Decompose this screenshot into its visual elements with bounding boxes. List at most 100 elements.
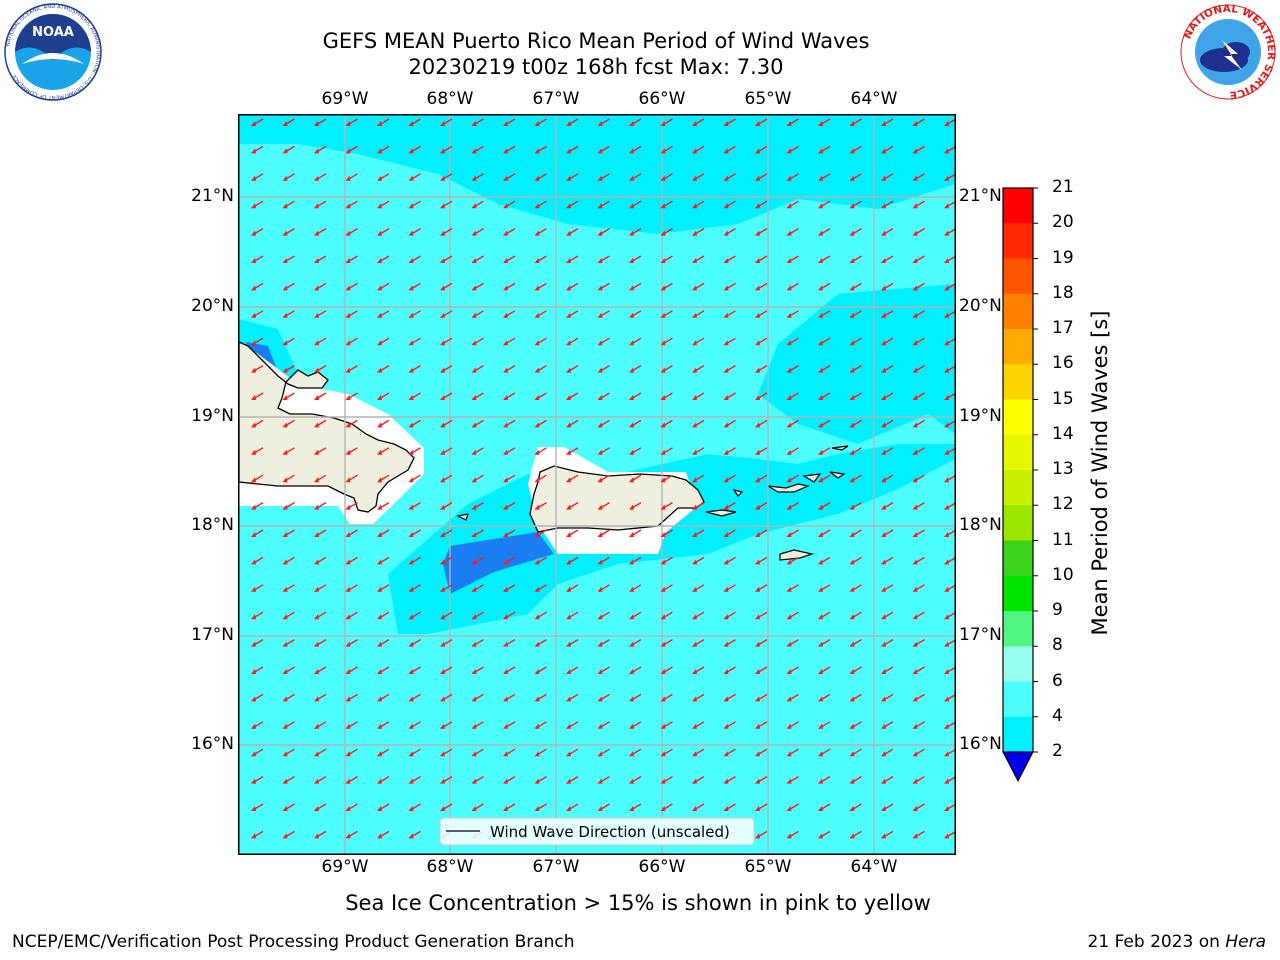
- wind-arrow-head: [723, 504, 729, 510]
- wind-arrow-head: [629, 422, 634, 428]
- colorbar-tick-label: 8: [1052, 635, 1063, 656]
- wind-arrow-head: [629, 559, 634, 565]
- wind-arrow-head: [723, 258, 729, 263]
- wind-arrow-head: [566, 285, 571, 291]
- wind-arrow-head: [818, 641, 823, 647]
- wind-arrow-head: [597, 258, 603, 263]
- wind-arrow-head: [282, 148, 288, 154]
- wind-arrow-head: [377, 285, 382, 291]
- wind-arrow-head: [881, 806, 886, 811]
- wind-arrow-head: [314, 258, 319, 263]
- wind-arrow-head: [534, 367, 540, 373]
- wind-arrow-head: [944, 751, 949, 757]
- wind-arrow-head: [471, 312, 477, 318]
- anguilla-island: [831, 445, 849, 451]
- wind-arrow-head: [660, 696, 666, 702]
- wind-arrow-head: [566, 148, 571, 154]
- colorbar-tick-label: 14: [1052, 423, 1074, 444]
- wind-arrow-head: [786, 806, 792, 811]
- wind-arrow-head: [377, 723, 382, 729]
- wind-arrow-head: [534, 532, 540, 537]
- lon-label-top: 69°W: [321, 89, 369, 109]
- wind-arrow-head: [692, 723, 697, 729]
- wind-arrow-head: [408, 723, 414, 729]
- wind-arrow-head: [251, 422, 256, 428]
- wind-arrow-head: [660, 285, 666, 291]
- wind-arrow-head: [692, 751, 697, 757]
- lon-label-top: 64°W: [850, 89, 898, 109]
- wind-arrow-head: [755, 532, 760, 537]
- wind-arrow-head: [408, 751, 414, 757]
- wind-arrow-head: [786, 532, 792, 537]
- wind-arrow-head: [282, 175, 288, 181]
- wind-arrow-head: [440, 175, 445, 181]
- wind-arrow-head: [755, 285, 760, 291]
- wind-arrow-head: [881, 532, 886, 537]
- wind-arrow-head: [345, 504, 351, 510]
- wind-arrow-head: [597, 586, 603, 592]
- wind-arrow-head: [440, 340, 445, 346]
- ocean-deep-mona: [443, 532, 554, 594]
- wind-arrow-head: [755, 449, 760, 455]
- colorbar-tick-label: 10: [1052, 564, 1074, 585]
- wind-arrow-head: [755, 751, 760, 757]
- wind-arrow-head: [471, 751, 477, 757]
- wind-arrow-head: [692, 367, 697, 373]
- wind-arrow-head: [345, 367, 351, 373]
- wind-arrow-head: [314, 504, 319, 510]
- wind-arrow-head: [629, 614, 634, 620]
- wind-arrow-head: [629, 312, 634, 318]
- lat-label-left: 21°N: [191, 186, 234, 206]
- wind-arrow-head: [944, 148, 949, 154]
- wind-arrow-head: [944, 559, 949, 565]
- wind-arrow-head: [471, 696, 477, 702]
- legend-label: Wind Wave Direction (unscaled): [490, 823, 730, 841]
- wind-arrow-head: [786, 175, 792, 181]
- colorbar-segment: [1003, 505, 1033, 541]
- ocean-band-east: [758, 284, 955, 444]
- wind-arrow-head: [818, 504, 823, 510]
- wind-arrow-head: [377, 504, 382, 510]
- wind-arrow-head: [849, 641, 855, 647]
- wind-arrow-head: [345, 340, 351, 346]
- wind-arrow-head: [944, 669, 949, 674]
- wind-arrow-head: [471, 258, 477, 263]
- wind-arrow-head: [503, 532, 508, 537]
- wind-arrow-head: [818, 751, 823, 757]
- lon-label-bottom: 66°W: [638, 857, 686, 877]
- wind-arrow-head: [849, 586, 855, 592]
- colorbar-tick-label: 19: [1052, 247, 1074, 268]
- lat-label-right: 18°N: [959, 515, 1002, 535]
- wind-arrow-head: [786, 641, 792, 647]
- wind-arrow-head: [345, 449, 351, 455]
- wind-arrow-head: [849, 477, 855, 483]
- wind-arrow-head: [692, 230, 697, 236]
- wind-arrow-head: [314, 121, 319, 126]
- lon-label-top: 67°W: [532, 89, 580, 109]
- wind-arrow-head: [629, 175, 634, 181]
- lon-label-top: 65°W: [744, 89, 792, 109]
- wind-arrow-head: [912, 532, 918, 537]
- wind-arrow-head: [471, 340, 477, 346]
- wind-arrow-head: [408, 367, 414, 373]
- wind-arrow-head: [818, 148, 823, 154]
- wind-arrow-head: [786, 340, 792, 346]
- wind-arrow-head: [503, 751, 508, 757]
- wind-arrow-head: [534, 559, 540, 565]
- wind-arrow-head: [534, 449, 540, 455]
- wind-arrow-head: [566, 312, 571, 318]
- wind-arrow-head: [408, 833, 414, 839]
- wind-arrow-head: [282, 504, 288, 510]
- wind-arrow-head: [377, 641, 382, 647]
- wind-arrow-head: [314, 367, 319, 373]
- wind-arrow-head: [660, 806, 666, 811]
- wind-arrow-head: [723, 148, 729, 154]
- wind-arrow-head: [786, 614, 792, 620]
- wind-arrow-head: [503, 559, 508, 565]
- wind-arrow-head: [377, 696, 382, 702]
- wind-arrow-head: [251, 504, 256, 510]
- wind-arrow-head: [408, 148, 414, 154]
- wind-arrow-head: [377, 778, 382, 784]
- wind-arrow-head: [786, 422, 792, 428]
- wind-arrow-head: [314, 175, 319, 181]
